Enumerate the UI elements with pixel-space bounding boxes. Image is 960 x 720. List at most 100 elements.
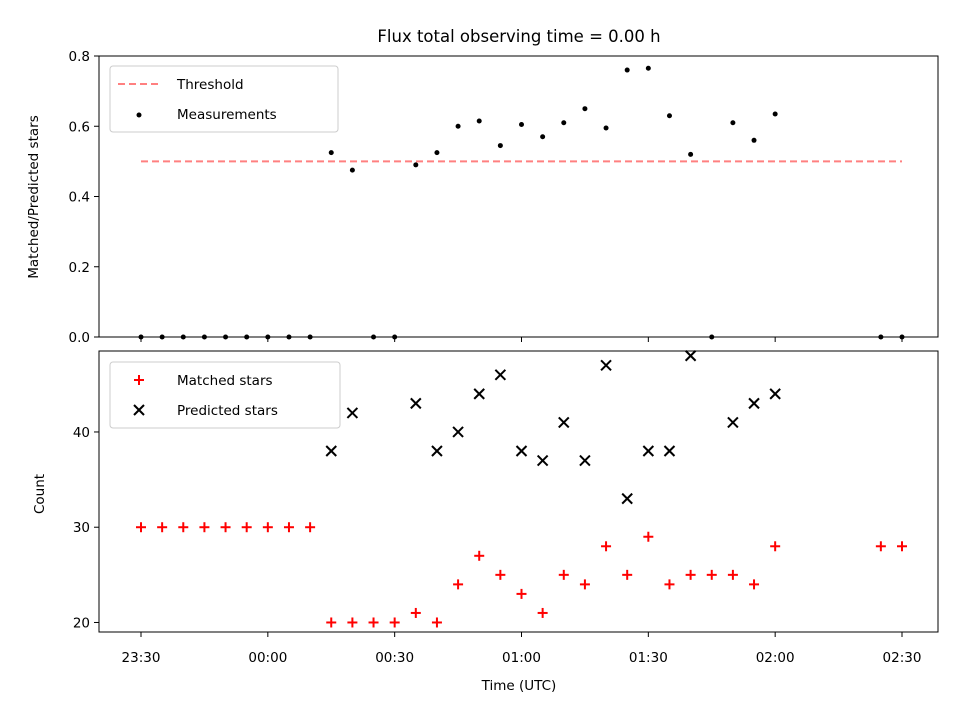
measurement-point xyxy=(434,150,440,156)
bottom-legend: Matched stars Predicted stars xyxy=(109,361,341,429)
x-tick-label: 02:00 xyxy=(756,650,795,666)
legend-matched-swatch xyxy=(134,375,144,385)
top-y-ticks: 0.0 0.2 0.4 0.6 0.8 xyxy=(69,49,99,346)
matched-point xyxy=(389,617,400,628)
measurement-point xyxy=(666,113,672,119)
top-y-tick-label: 0.8 xyxy=(69,49,90,65)
matched-point xyxy=(474,550,485,561)
matched-point xyxy=(178,522,189,533)
x-tick-label: 00:30 xyxy=(375,650,414,666)
measurement-point xyxy=(540,134,546,140)
measurement-point xyxy=(497,143,503,149)
predicted-point xyxy=(642,445,655,457)
x-tick-label: 01:00 xyxy=(502,650,541,666)
bottom-plot-frame xyxy=(98,350,939,633)
measurement-point xyxy=(751,137,757,143)
measurement-point xyxy=(455,123,461,129)
top-legend: Threshold Measurements xyxy=(109,65,339,133)
legend-predicted-swatch xyxy=(133,404,145,416)
matched-point xyxy=(495,569,506,580)
x-tick-label: 23:30 xyxy=(122,650,161,666)
predicted-point xyxy=(431,445,443,457)
predicted-point xyxy=(663,445,676,457)
bottom-y-tick-label: 20 xyxy=(73,615,90,631)
chart-title: Flux total observing time = 0.00 h xyxy=(377,27,660,46)
measurement-point xyxy=(349,167,355,173)
measurement-point xyxy=(413,162,419,168)
measurement-point xyxy=(688,151,694,157)
measurement-point xyxy=(730,120,736,126)
legend-predicted-marker xyxy=(133,404,145,416)
top-y-tick-label: 0.0 xyxy=(69,330,90,346)
bottom-marks xyxy=(136,350,907,628)
predicted-point xyxy=(579,454,591,467)
legend-matched-label: Matched stars xyxy=(177,373,273,389)
matched-point xyxy=(537,607,548,618)
matched-point xyxy=(453,579,464,590)
predicted-point xyxy=(684,350,697,362)
bottom-y-axis-label: Count xyxy=(32,474,48,514)
matched-point xyxy=(283,522,294,533)
bottom-y-tick-label: 40 xyxy=(73,425,90,441)
measurement-point xyxy=(561,120,567,126)
matched-point xyxy=(136,522,146,533)
matched-point xyxy=(368,617,379,628)
x-tick-label: 02:30 xyxy=(883,650,922,666)
measurement-point xyxy=(582,106,588,112)
measurement-point xyxy=(624,67,630,73)
legend-threshold-label: Threshold xyxy=(176,77,244,93)
bottom-y-tick-label: 30 xyxy=(73,520,90,536)
bottom-y-ticks: 20 30 40 xyxy=(73,425,99,631)
matched-point xyxy=(643,531,654,542)
legend-measurements-label: Measurements xyxy=(177,107,277,123)
top-panel: 0.00.20.40.60.8 Matched/Predicted stars … xyxy=(26,49,939,346)
predicted-point xyxy=(325,445,337,457)
legend-predicted-label: Predicted stars xyxy=(177,403,278,419)
measurement-point xyxy=(603,125,609,131)
x-tick-label: 01:30 xyxy=(629,650,668,666)
top-y-tick-label: 0.2 xyxy=(69,260,90,276)
matched-point xyxy=(305,522,316,533)
matched-point xyxy=(199,522,210,533)
predicted-point xyxy=(452,426,464,438)
matched-point xyxy=(516,588,527,599)
predicted-point xyxy=(410,397,422,410)
matched-point xyxy=(579,579,590,590)
matched-point xyxy=(601,541,612,552)
matched-point xyxy=(157,522,168,533)
matched-point xyxy=(326,617,337,628)
top-y-tick-label: 0.6 xyxy=(69,119,90,135)
measurement-point xyxy=(772,111,778,117)
predicted-point xyxy=(515,445,528,457)
matched-point xyxy=(262,522,273,533)
bottom-panel: 20 30 40 23:30 00:00 00:30 01:00 01:30 02:00 02:… xyxy=(32,350,939,694)
predicted-point xyxy=(600,359,612,371)
matched-point xyxy=(347,617,358,628)
predicted-point xyxy=(748,397,760,410)
matched-point xyxy=(749,579,760,590)
matched-point xyxy=(897,541,907,552)
predicted-point xyxy=(727,416,739,429)
top-y-axis-label: Matched/Predicted stars xyxy=(26,115,42,278)
matched-point xyxy=(685,569,696,580)
matched-point xyxy=(770,541,781,552)
matched-point xyxy=(664,579,675,590)
predicted-point xyxy=(494,369,507,381)
matched-point xyxy=(558,569,569,580)
measurement-point xyxy=(645,65,651,71)
bottom-legend-box xyxy=(109,361,341,429)
predicted-point xyxy=(346,407,359,419)
predicted-point xyxy=(621,492,633,505)
matched-point xyxy=(727,569,738,580)
bottom-x-ticks: 23:30 00:00 00:30 01:00 01:30 02:00 02:30 xyxy=(122,632,922,666)
matched-point xyxy=(875,541,886,552)
predicted-point xyxy=(473,388,485,400)
matched-point xyxy=(220,522,231,533)
top-marks xyxy=(138,65,905,340)
matched-point xyxy=(410,607,421,618)
legend-matched-marker xyxy=(134,375,144,385)
measurement-point xyxy=(476,118,482,124)
matched-point xyxy=(622,569,633,580)
top-y-tick-label: 0.4 xyxy=(69,190,90,206)
